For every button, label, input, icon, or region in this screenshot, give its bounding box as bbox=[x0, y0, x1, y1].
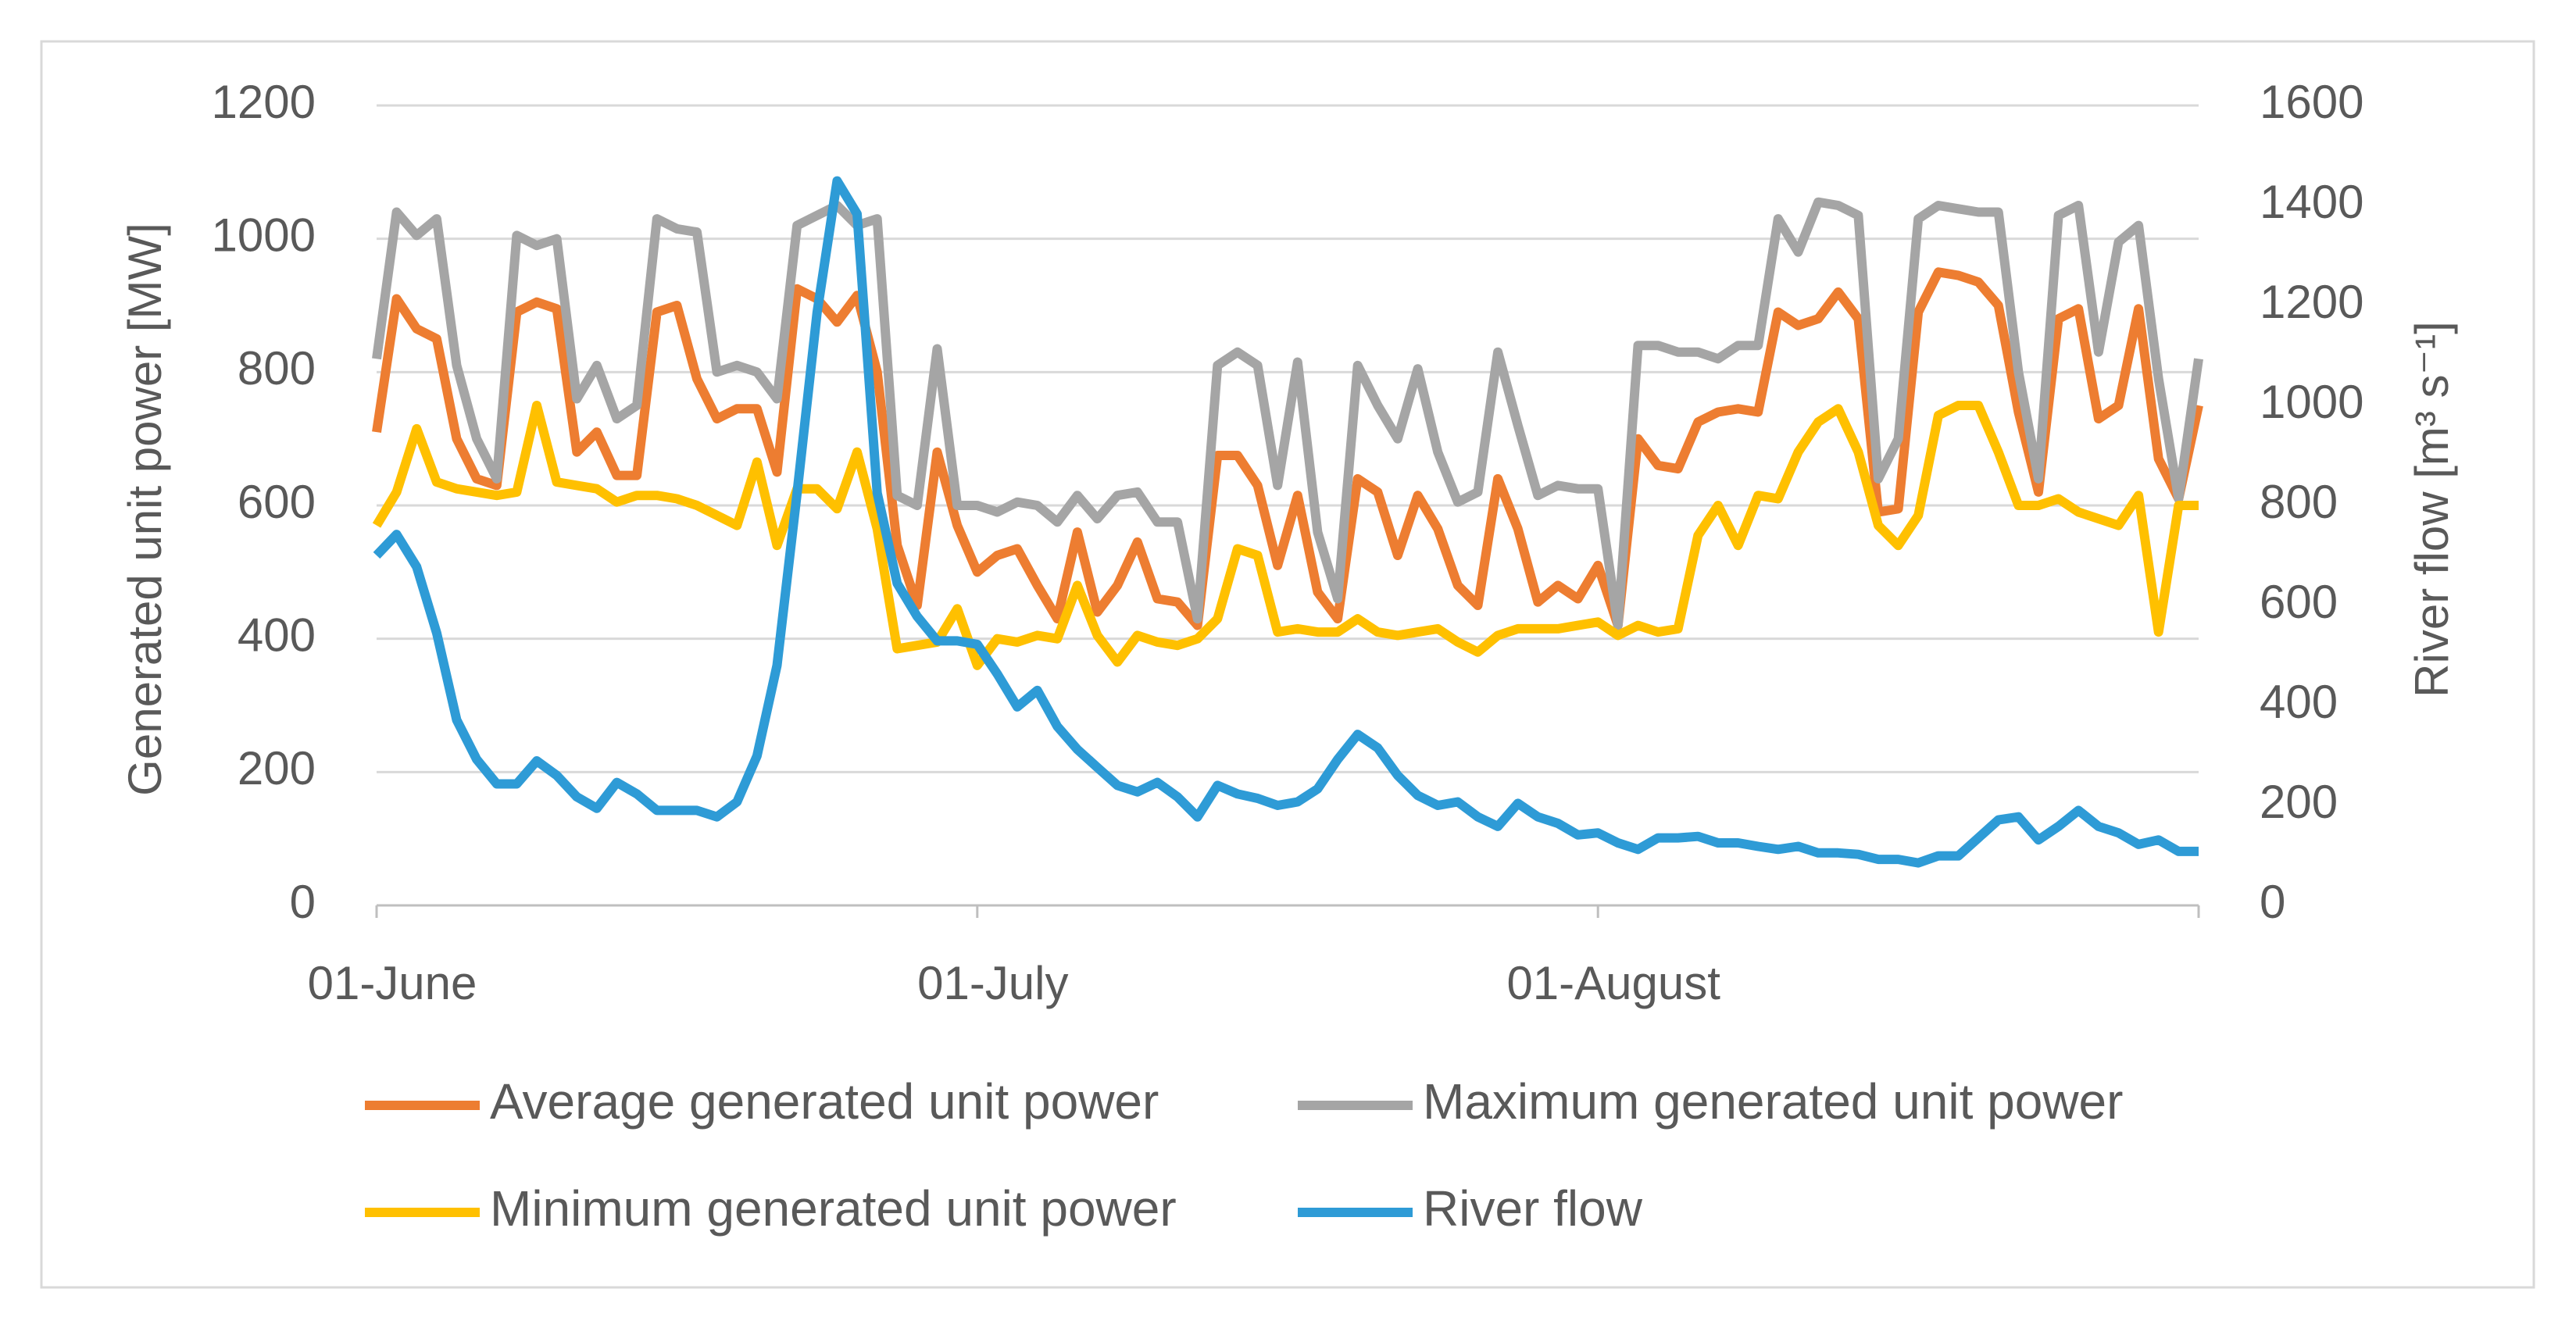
legend-label: Maximum generated unit power bbox=[1423, 1073, 2123, 1130]
x-tick-label: 01-July bbox=[917, 957, 1068, 1009]
series-line bbox=[372, 197, 2203, 630]
y-tick-label: 1200 bbox=[212, 76, 316, 128]
legend-label: River flow bbox=[1423, 1180, 1643, 1237]
y2-tick-label: 1400 bbox=[2260, 176, 2363, 228]
series-line bbox=[372, 267, 2203, 630]
series-line bbox=[373, 176, 2199, 868]
series-line bbox=[372, 401, 2199, 670]
y-tick-label: 600 bbox=[238, 476, 316, 528]
y-tick-label: 0 bbox=[290, 876, 316, 928]
y2-tick-label: 400 bbox=[2260, 676, 2338, 728]
x-tick-label: 01-August bbox=[1506, 957, 1720, 1009]
y-tick-label: 800 bbox=[238, 342, 316, 394]
y2-tick-label: 1200 bbox=[2260, 276, 2363, 328]
y2-tick-label: 0 bbox=[2260, 876, 2285, 928]
y2-axis-title: River flow [m³ s⁻¹] bbox=[2406, 321, 2458, 698]
y-axis-title: Generated unit power [MW] bbox=[119, 223, 171, 796]
y-tick-label: 1000 bbox=[212, 209, 316, 262]
legend-label: Average generated unit power bbox=[490, 1073, 1159, 1130]
y2-tick-label: 1600 bbox=[2260, 76, 2363, 128]
y2-tick-label: 600 bbox=[2260, 576, 2338, 628]
y2-tick-label: 200 bbox=[2260, 776, 2338, 828]
x-tick-label: 01-June bbox=[308, 957, 477, 1009]
y-tick-label: 200 bbox=[238, 742, 316, 794]
y-tick-label: 400 bbox=[238, 609, 316, 662]
y2-tick-label: 800 bbox=[2260, 476, 2338, 528]
y2-tick-label: 1000 bbox=[2260, 376, 2363, 428]
legend-label: Minimum generated unit power bbox=[490, 1180, 1177, 1237]
